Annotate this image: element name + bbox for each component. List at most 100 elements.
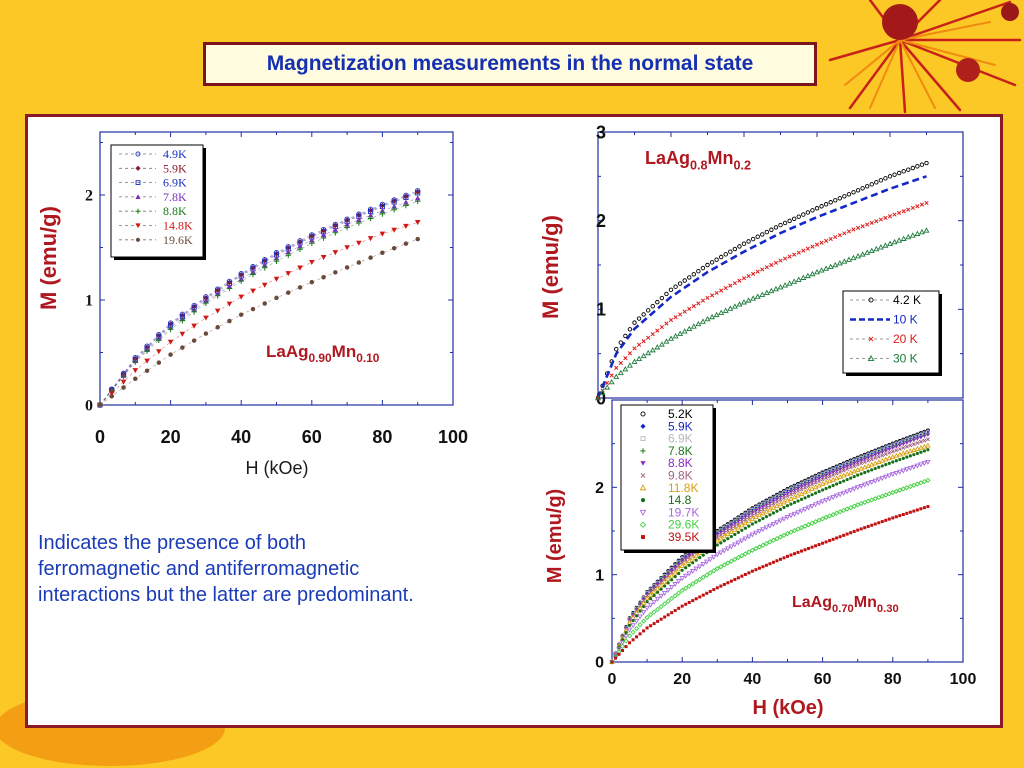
data-point (870, 468, 874, 472)
data-point (637, 622, 643, 628)
data-point (668, 287, 674, 293)
data-point (273, 251, 280, 257)
data-point (813, 478, 818, 483)
data-point (605, 380, 610, 386)
data-point (869, 220, 874, 225)
data-point (726, 581, 730, 585)
data-point (750, 513, 755, 518)
data-point (640, 352, 647, 359)
data-point (694, 558, 698, 562)
data-point (887, 240, 893, 246)
data-point (622, 366, 629, 372)
data-point (743, 572, 747, 576)
data-point (705, 591, 709, 595)
data-point (180, 345, 185, 350)
data-point (721, 548, 728, 554)
data-point (332, 222, 339, 229)
data-point (203, 315, 209, 321)
data-point (764, 563, 768, 567)
data-point (641, 339, 646, 344)
data-point (750, 295, 757, 301)
data-point (739, 517, 744, 522)
data-point (925, 433, 930, 437)
data-point (672, 593, 678, 599)
data-point (805, 246, 810, 251)
data-point (855, 462, 860, 467)
data-point (869, 454, 874, 459)
series-line (596, 175, 927, 399)
series-14-8K (97, 220, 421, 408)
legend-label: 5.2K (668, 407, 693, 421)
compound-element: Mn (708, 148, 734, 168)
data-point (814, 544, 818, 548)
legend-entry: 9.8K (640, 469, 693, 483)
data-point (867, 354, 875, 362)
x-tick-label: 60 (302, 427, 322, 447)
data-point (863, 470, 867, 475)
data-point (638, 632, 642, 636)
legend-entry: 29.6K (639, 518, 699, 532)
data-point (749, 547, 756, 553)
data-point (883, 452, 888, 457)
data-point (802, 523, 808, 529)
data-point (872, 496, 878, 502)
data-point (824, 473, 829, 478)
data-point (892, 212, 897, 217)
data-point (812, 519, 819, 525)
data-point (179, 331, 186, 337)
data-point (798, 525, 805, 531)
data-point (814, 206, 820, 211)
data-point (893, 452, 900, 458)
data-point (285, 249, 292, 255)
data-point (715, 535, 720, 540)
data-point (680, 559, 685, 563)
data-point (851, 468, 857, 474)
data-point (595, 394, 601, 401)
data-point (905, 455, 909, 459)
data-point (789, 492, 793, 497)
data-point (715, 532, 720, 537)
legend-entry: 4.9K (119, 147, 187, 161)
data-point (743, 515, 748, 520)
data-point (837, 492, 843, 498)
data-point (858, 483, 864, 489)
data-point (814, 268, 820, 275)
legend-entry: 6.9K (640, 432, 693, 446)
data-point (880, 453, 885, 458)
data-point (845, 256, 852, 262)
data-point (883, 456, 889, 462)
data-point (666, 613, 670, 617)
data-point (725, 560, 731, 566)
data-point (833, 475, 840, 481)
data-point (712, 588, 716, 592)
data-point (626, 633, 633, 639)
data-point (771, 501, 776, 506)
data-point (367, 236, 374, 242)
data-point (817, 489, 821, 494)
data-point (810, 493, 814, 497)
series-10-K (596, 175, 927, 399)
data-point (924, 200, 929, 206)
data-point (785, 504, 790, 508)
data-point (640, 600, 647, 606)
data-point (912, 509, 916, 513)
data-point (801, 248, 806, 253)
data-point (238, 312, 244, 317)
data-point (819, 516, 826, 522)
data-point (356, 240, 362, 246)
data-point (203, 300, 209, 306)
data-point (918, 435, 923, 440)
data-point (838, 535, 842, 539)
y-tick-label: 0 (596, 388, 606, 408)
data-point (285, 245, 292, 251)
data-point (644, 595, 650, 601)
data-point (652, 622, 656, 626)
data-point (890, 472, 896, 478)
compound-element: LaAg (266, 342, 309, 361)
data-point (679, 587, 685, 594)
data-point (626, 627, 633, 633)
data-point (669, 595, 675, 602)
legend-entry: 6.9K (119, 176, 187, 190)
data-point (755, 269, 760, 274)
data-point (809, 503, 815, 509)
